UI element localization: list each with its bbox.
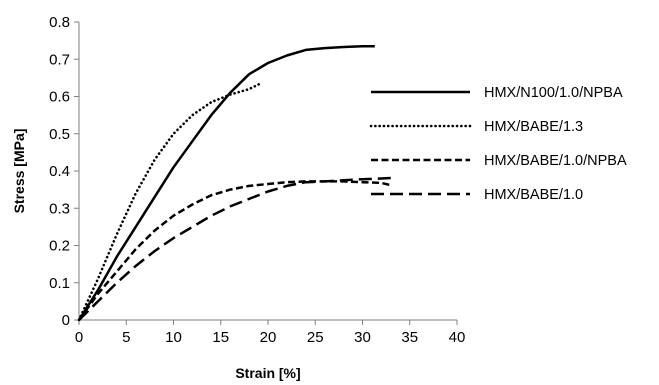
y-tick-label: 0.6 [49,89,70,106]
x-tick-label: 5 [122,329,130,346]
legend-label-3: HMX/BABE/1.0/NPBA [484,153,627,169]
x-tick-label: 25 [307,329,324,346]
series-line-4 [78,176,396,321]
x-tick-label: 15 [212,329,229,346]
y-tick-label: 0.2 [49,238,70,255]
x-tick-label: 20 [260,329,277,346]
series-line-2 [77,82,262,322]
series-line-3 [77,180,392,321]
series-line-1 [77,44,375,321]
axes: 0 5 10 15 20 25 30 35 40 0 0.1 0.2 0.3 0.4 0.5 0.6 0.7 0.… [49,14,465,346]
x-tick-label: 30 [354,329,371,346]
x-tick-label: 40 [449,329,466,346]
y-tick-label: 0.8 [49,14,70,31]
y-tick-label: 0 [62,312,70,329]
series-layer [77,44,396,322]
y-tick-label: 0.5 [49,126,70,143]
y-tick-label: 0.1 [49,275,70,292]
y-tick-label: 0.4 [49,163,70,180]
legend-label-2: HMX/BABE/1.3 [484,119,583,135]
x-tick-label: 35 [401,329,418,346]
legend: HMX/N100/1.0/NPBA HMX/BABE/1.3 HMX/BABE/1.… [369,85,627,203]
y-tick-label: 0.3 [49,200,70,217]
y-axis-title: Stress [MPa] [11,129,27,214]
legend-label-1: HMX/N100/1.0/NPBA [484,85,623,101]
x-tick-label: 10 [165,329,182,346]
y-tick-label: 0.7 [49,51,70,68]
x-axis-title: Strain [%] [235,365,300,381]
x-tick-label: 0 [75,329,83,346]
legend-label-4: HMX/BABE/1.0 [484,187,583,203]
